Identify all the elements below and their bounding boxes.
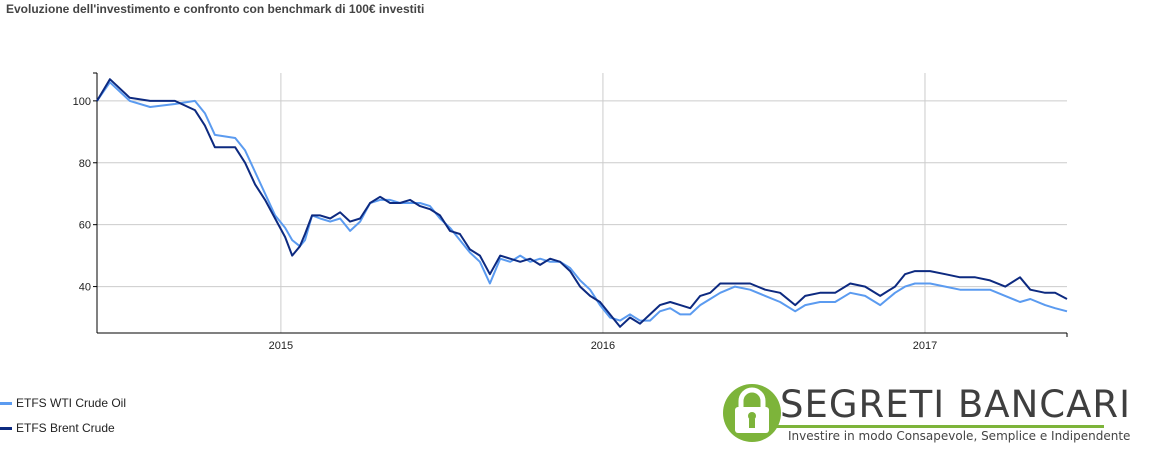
y-tick-label: 80 (79, 158, 91, 170)
legend-item-wti[interactable]: ETFS WTI Crude Oil (0, 396, 126, 410)
series-line-wti (96, 81, 1068, 322)
series-line-brent (96, 78, 1068, 328)
line-chart: 40 60 80 100 2015 2016 2017 (73, 72, 1068, 352)
segreti-bancari-logo (723, 384, 781, 442)
x-tick-label: 2015 (269, 340, 293, 352)
y-tick-label: 60 (79, 220, 91, 232)
x-tick-label: 2016 (591, 340, 615, 352)
x-tick-label: 2017 (913, 340, 937, 352)
y-tick-label: 100 (73, 96, 91, 108)
grid (97, 73, 1067, 333)
legend-label: ETFS WTI Crude Oil (16, 396, 127, 410)
legend-label: ETFS Brent Crude (16, 421, 115, 435)
legend-item-brent[interactable]: ETFS Brent Crude (0, 421, 115, 435)
axes: 40 60 80 100 2015 2016 2017 (73, 72, 1068, 352)
logo-tagline: Investire in modo Consapevole, Semplice … (788, 429, 1131, 443)
logo-divider (776, 425, 1104, 428)
legend-swatch (0, 401, 12, 405)
logo-title: SEGRETI BANCARI (780, 383, 1132, 426)
legend-swatch (0, 426, 12, 430)
chart-title: Evoluzione dell'investimento e confronto… (6, 2, 425, 16)
series-lines (96, 78, 1068, 328)
y-tick-label: 40 (79, 282, 91, 294)
